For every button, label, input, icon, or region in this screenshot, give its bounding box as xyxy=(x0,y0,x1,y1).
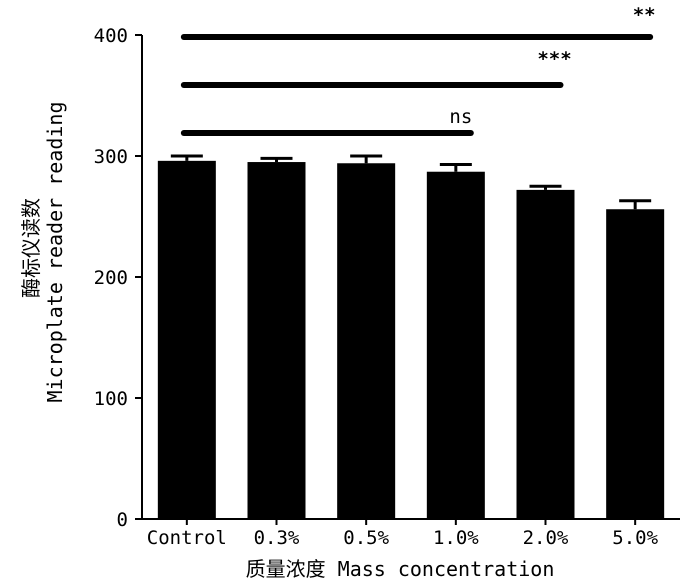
bar xyxy=(606,209,665,520)
y-tick-label: 100 xyxy=(94,388,128,410)
x-tick-label: 5.0% xyxy=(612,527,658,549)
x-axis-title: 质量浓度 Mass concentration xyxy=(246,557,555,581)
x-tick-label: 0.3% xyxy=(254,527,300,549)
x-tick-label: 1.0% xyxy=(433,527,479,549)
bar xyxy=(516,189,575,519)
bar xyxy=(426,171,485,520)
significance-label: ns xyxy=(449,106,472,128)
significance-brackets: ns***** xyxy=(180,4,656,136)
bar xyxy=(247,162,306,520)
bar xyxy=(337,163,396,519)
x-tick-label: 0.5% xyxy=(343,527,389,549)
bars xyxy=(157,154,665,520)
y-tick-label: 300 xyxy=(94,146,128,168)
y-tick-label: 200 xyxy=(94,267,128,289)
y-axis-title-english: Microplate reader reading xyxy=(43,101,67,402)
significance-label: *** xyxy=(537,48,571,70)
bar xyxy=(157,160,216,519)
y-tick-label: 0 xyxy=(117,509,128,531)
y-axis-title-chinese: 酶标仪读数 xyxy=(19,198,43,298)
y-tick-label: 400 xyxy=(94,25,128,47)
significance-label: ** xyxy=(633,4,656,26)
x-axis: Control 0.3% 0.5% 1.0% 2.0% 5.0% xyxy=(142,518,680,549)
x-tick-label: Control xyxy=(147,527,227,549)
y-axis: 0 100 200 300 400 xyxy=(94,25,143,531)
x-tick-label: 2.0% xyxy=(523,527,569,549)
